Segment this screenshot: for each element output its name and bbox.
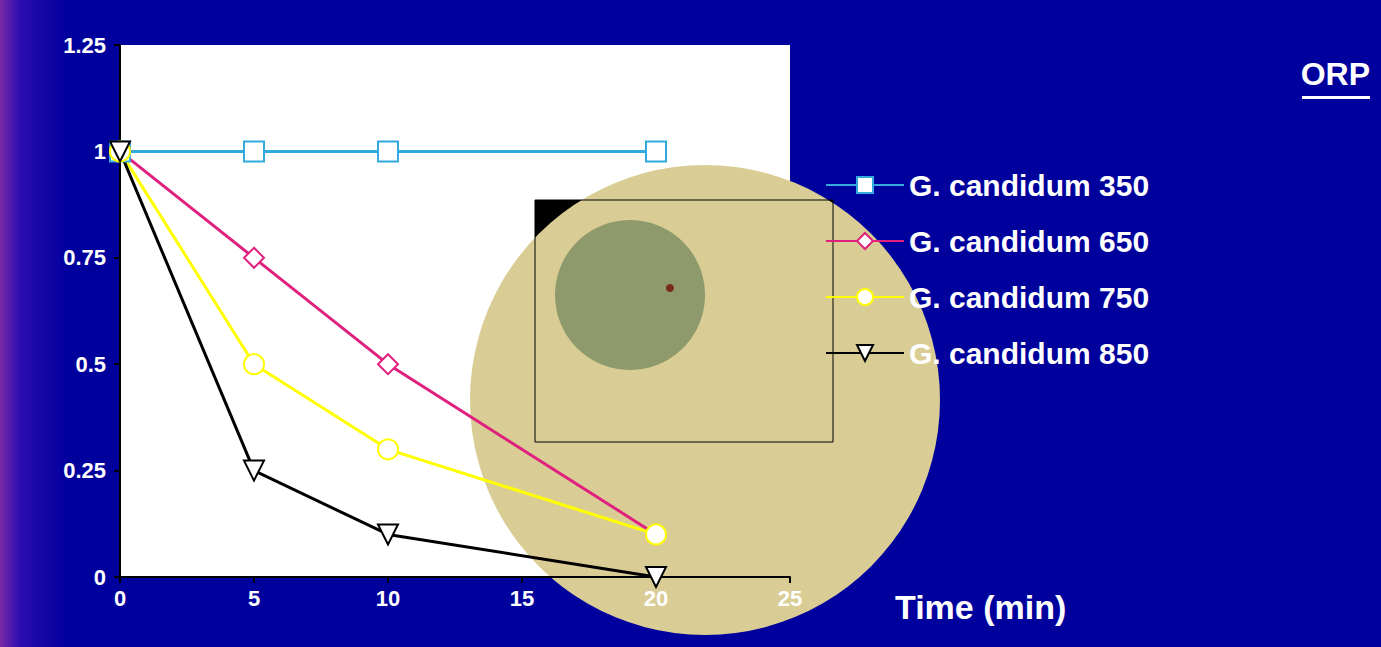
svg-text:G. candidum 850: G. candidum 850 [909, 337, 1149, 370]
svg-text:G. candidum 350: G. candidum 350 [909, 169, 1149, 202]
svg-text:ORP: ORP [1301, 56, 1370, 92]
svg-text:1: 1 [94, 139, 106, 164]
svg-text:Time (min): Time (min) [895, 588, 1066, 626]
svg-text:20: 20 [644, 586, 668, 611]
svg-text:0: 0 [114, 586, 126, 611]
svg-text:0: 0 [94, 565, 106, 590]
svg-text:15: 15 [510, 586, 534, 611]
svg-text:1.25: 1.25 [63, 33, 106, 58]
svg-text:10: 10 [376, 586, 400, 611]
svg-text:0.5: 0.5 [75, 352, 106, 377]
svg-text:0.75: 0.75 [63, 245, 106, 270]
svg-text:25: 25 [778, 586, 802, 611]
svg-text:5: 5 [248, 586, 260, 611]
svg-text:G. candidum 750: G. candidum 750 [909, 281, 1149, 314]
svg-text:G. candidum 650: G. candidum 650 [909, 225, 1149, 258]
svg-text:0.25: 0.25 [63, 458, 106, 483]
